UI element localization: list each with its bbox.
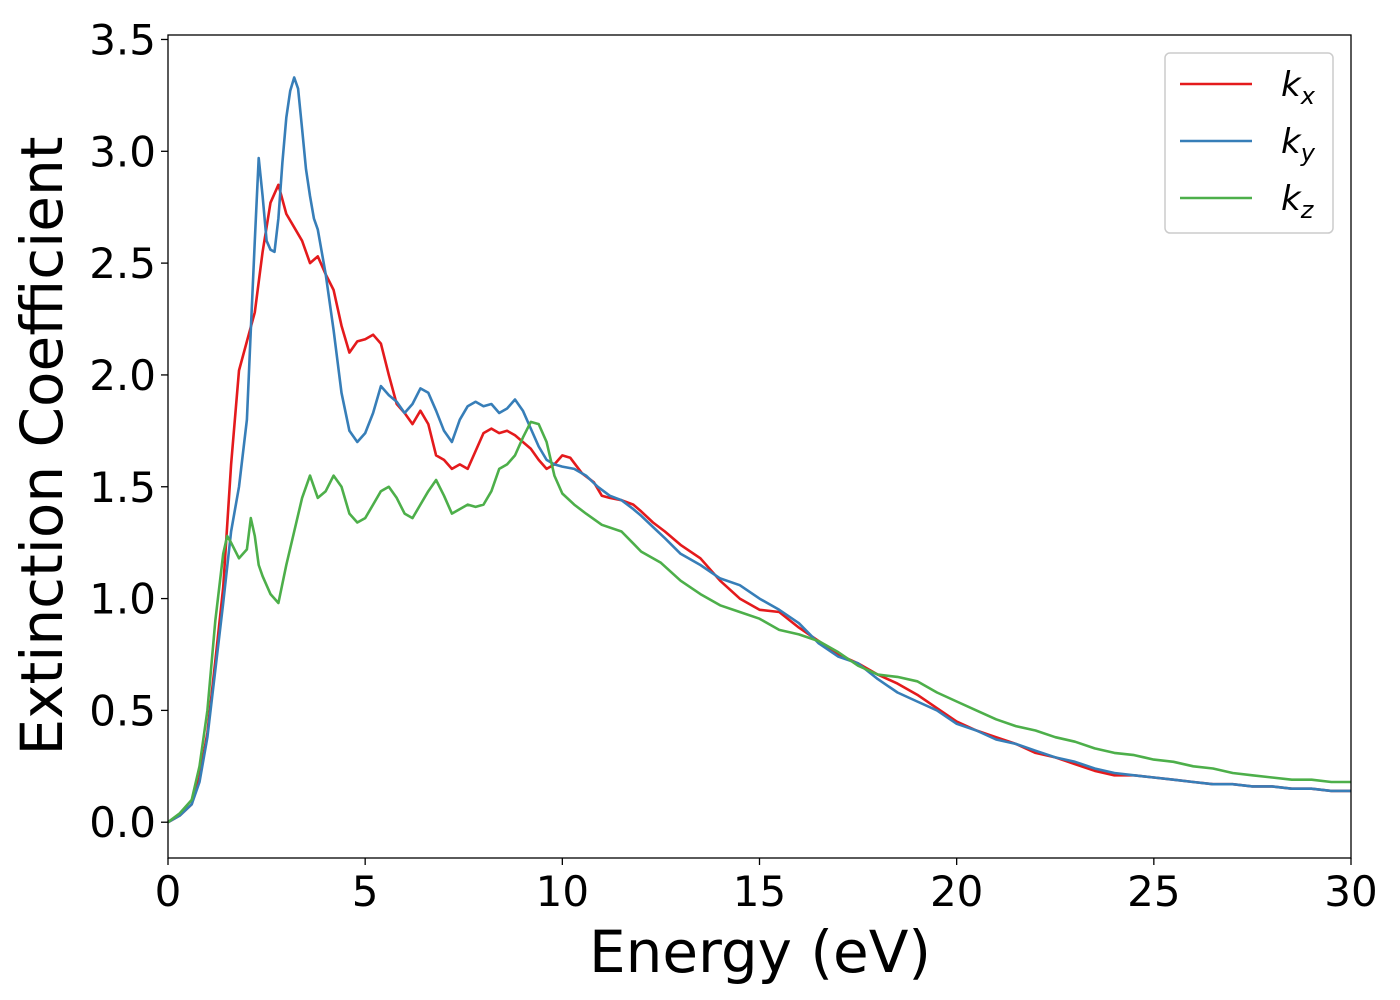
y-tick-label: 0.0 [89,798,156,847]
legend-label-k_z: kz [1281,179,1315,224]
x-tick-label: 10 [536,867,589,916]
y-tick-label: 2.0 [89,351,156,400]
series-line-k_x [167,183,1351,824]
x-axis-title: Energy (eV) [589,918,931,986]
x-tick-label: 5 [352,867,379,916]
x-tick-label: 25 [1127,867,1180,916]
x-tick-label: 15 [733,867,786,916]
series-layer [167,76,1351,824]
y-axis-title: Extinction Coefficient [8,137,76,756]
x-axis: 0 5 10 15 20 25 30 [155,858,1378,916]
legend-box [1164,52,1334,234]
legend-label-k_x: kx [1281,65,1316,110]
x-tick-label: 20 [930,867,983,916]
y-tick-label: 3.0 [89,127,156,176]
legend: kx ky kz [1164,52,1334,234]
series-line-k_y [167,76,1351,824]
series-line-k_z [167,420,1351,824]
legend-label-k_y: ky [1281,122,1316,167]
y-tick-label: 2.5 [89,239,156,288]
y-tick-label: 3.5 [89,15,156,64]
y-tick-label: 1.0 [89,575,156,624]
y-tick-label: 0.5 [89,686,156,735]
x-tick-label: 30 [1324,867,1377,916]
y-axis: 0.0 0.5 1.0 1.5 2.0 2.5 3.0 3.5 [89,15,168,847]
y-tick-label: 1.5 [89,463,156,512]
x-tick-label: 0 [155,867,182,916]
